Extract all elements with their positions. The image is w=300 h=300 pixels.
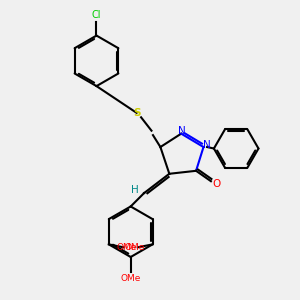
Text: N: N <box>203 140 211 150</box>
Text: N: N <box>178 126 186 136</box>
Text: S: S <box>133 108 140 118</box>
Text: OMe: OMe <box>121 274 141 283</box>
Text: OMe: OMe <box>125 243 145 252</box>
Text: H: H <box>131 184 138 194</box>
Text: O: O <box>212 178 220 189</box>
Text: OMe: OMe <box>116 243 136 252</box>
Text: Cl: Cl <box>92 10 101 20</box>
